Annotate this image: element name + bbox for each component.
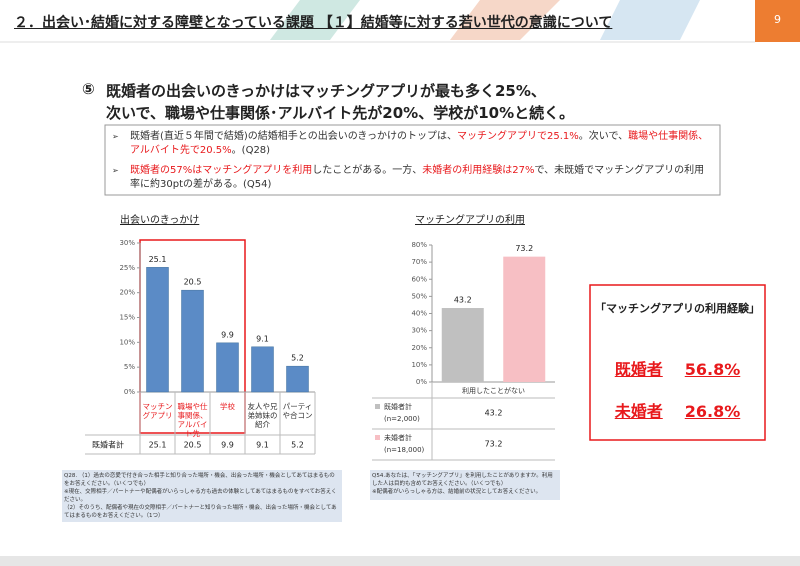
note-box — [370, 470, 560, 500]
summary-value: 26.8% — [684, 402, 741, 421]
bar — [146, 267, 169, 393]
x-tick-label: 職場や仕事関係、アルバイト先 — [177, 402, 208, 438]
value-label: 9.9 — [221, 330, 234, 339]
x-tick-label: 利用したことがない — [462, 386, 525, 395]
x-tick-label: 友人や兄弟姉妹の紹介 — [247, 402, 278, 429]
value-label: 9.1 — [256, 334, 269, 343]
table-value: 9.1 — [256, 441, 269, 450]
table-value: 25.1 — [149, 441, 167, 450]
bar — [181, 289, 204, 393]
table-value: 73.2 — [485, 440, 503, 449]
y-tick-label: 20% — [119, 289, 135, 297]
x-tick-label: パーティや合コン — [282, 402, 313, 420]
bullet: ➢ 既婚者の57%はマッチングアプリを利用したことがある。一方、未婚者の利用経験は… — [112, 164, 712, 192]
bullet-text: したことがある。一方、 — [312, 165, 423, 176]
bullet-text: 。(Q28) — [231, 145, 271, 156]
summary-row: 既婚者 56.8% — [590, 356, 765, 380]
value-label: 25.1 — [149, 255, 167, 264]
note-line: ※配偶者がいらっしゃる方は、結婚前の状況としてお答えください。 — [372, 489, 542, 495]
summary-box — [589, 284, 766, 441]
bullet-marker: ➢ — [112, 132, 119, 141]
note: Q54.あなたは、「マッチングアプリ」を利用したことがありますか。利用した人は目… — [372, 472, 558, 496]
y-tick-label: 70% — [411, 258, 427, 266]
x-tick-label: 学校 — [220, 402, 235, 411]
bullet-marker: ➢ — [112, 166, 119, 175]
legend-swatch — [375, 404, 380, 409]
summary: 「マッチングアプリの利用経験」既婚者 56.8% 未婚者 26.8% — [590, 300, 765, 440]
table-value: 20.5 — [184, 441, 202, 450]
table-value: 5.2 — [291, 441, 304, 450]
y-tick-label: 30% — [119, 239, 135, 247]
bullets: ➢ 既婚者(直近５年間で結婚)の結婚相手との出会いのきっかけのトップは、マッチング… — [112, 130, 712, 198]
bullet-box — [104, 124, 721, 196]
value-label: 73.2 — [515, 244, 533, 253]
y-tick-label: 80% — [411, 241, 427, 249]
chart-title: 出会いのきっかけ — [120, 213, 199, 226]
bullet-text: 職場や仕事関係、アルバイト先で20.5% — [130, 131, 709, 156]
bar — [251, 346, 274, 393]
page-number: 9 — [774, 13, 781, 26]
bullet: ➢ 既婚者(直近５年間で結婚)の結婚相手との出会いのきっかけのトップは、マッチング… — [112, 130, 712, 158]
page-badge — [755, 0, 800, 42]
y-tick-label: 10% — [119, 338, 135, 346]
table-value: 9.9 — [221, 441, 234, 450]
table-value: 43.2 — [485, 409, 503, 418]
summary-value: 56.8% — [684, 360, 741, 379]
note-line: Q28. （1）過去の恋愛で付き合った相手と知り合った場所・機会、出会った場所・… — [64, 473, 335, 487]
footer-bar — [0, 556, 800, 566]
y-tick-label: 25% — [119, 264, 135, 272]
summary-label: 未婚者 — [614, 402, 663, 421]
bullet-text: 既婚者の57%はマッチングアプリを利用 — [130, 165, 313, 176]
legend-note: (n=2,000) — [384, 415, 420, 423]
decor — [600, 0, 700, 40]
bar — [216, 342, 239, 393]
value-label: 5.2 — [291, 354, 304, 363]
legend-name: 既婚者計 — [384, 402, 412, 411]
bullet-text: 未婚者の利用経験は27% — [422, 165, 535, 176]
value-label: 20.5 — [184, 278, 202, 287]
bar — [286, 365, 309, 393]
decor — [270, 0, 360, 40]
decor — [450, 0, 560, 40]
bullet-text: マッチングアプリで25.1% — [457, 131, 579, 142]
note-box — [62, 470, 342, 522]
y-tick-label: 40% — [411, 310, 427, 318]
summary-label: 既婚者 — [614, 360, 663, 379]
y-tick-label: 0% — [416, 378, 427, 386]
y-tick-label: 50% — [411, 292, 427, 300]
y-tick-label: 0% — [124, 388, 135, 396]
note-line: （2）そのうち、配偶者や現在の交際相手／パートナーと知り合った場所・機会、出会っ… — [64, 505, 337, 519]
summary-title: 「マッチングアプリの利用経験」 — [595, 302, 760, 315]
legend-swatch — [375, 435, 380, 440]
row-label: 既婚者計 — [92, 440, 124, 450]
headline: 既婚者の出会いのきっかけはマッチングアプリが最も多く25%、次いで、職場や仕事関… — [106, 80, 574, 124]
headline-line: 既婚者の出会いのきっかけはマッチングアプリが最も多く25%、 — [106, 82, 546, 100]
y-tick-label: 10% — [411, 361, 427, 369]
note-line: Q54.あなたは、「マッチングアプリ」を利用したことがありますか。利用した人は目… — [372, 473, 553, 487]
bullet-text: 。次いで、 — [578, 131, 629, 142]
legend-note: (n=18,000) — [384, 446, 425, 454]
y-tick-label: 30% — [411, 327, 427, 335]
legend-name: 未婚者計 — [384, 433, 412, 442]
y-tick-label: 5% — [124, 363, 135, 371]
headline-number: ⑤ — [82, 80, 95, 98]
bar — [441, 308, 484, 382]
note-line: ※現在、交際相手／パートナーや配偶者がいらっしゃる方も過去の体験としてあてはまる… — [64, 489, 337, 503]
value-label: 43.2 — [454, 296, 472, 305]
y-tick-label: 20% — [411, 344, 427, 352]
headline-line: 次いで、職場や仕事関係･アルバイト先が20%、学校が10%と続く。 — [106, 104, 575, 122]
note: Q28. （1）過去の恋愛で付き合った相手と知り合った場所・機会、出会った場所・… — [64, 472, 340, 520]
y-tick-label: 60% — [411, 275, 427, 283]
bullet-text: 既婚者(直近５年間で結婚)の結婚相手との出会いのきっかけのトップは、 — [130, 131, 458, 142]
summary-row: 未婚者 26.8% — [590, 398, 765, 422]
header-title: ２．出会い･結婚に対する障壁となっている課題 【１】結婚等に対する若い世代の意識… — [14, 15, 613, 31]
x-tick-label: マッチングアプリ — [142, 402, 173, 420]
chart-title: マッチングアプリの利用 — [415, 213, 525, 226]
y-tick-label: 15% — [119, 314, 135, 322]
bullet-text: で、未既婚でマッチングアプリの利用率に約30ptの差がある。(Q54) — [130, 165, 705, 190]
bar — [503, 256, 546, 382]
